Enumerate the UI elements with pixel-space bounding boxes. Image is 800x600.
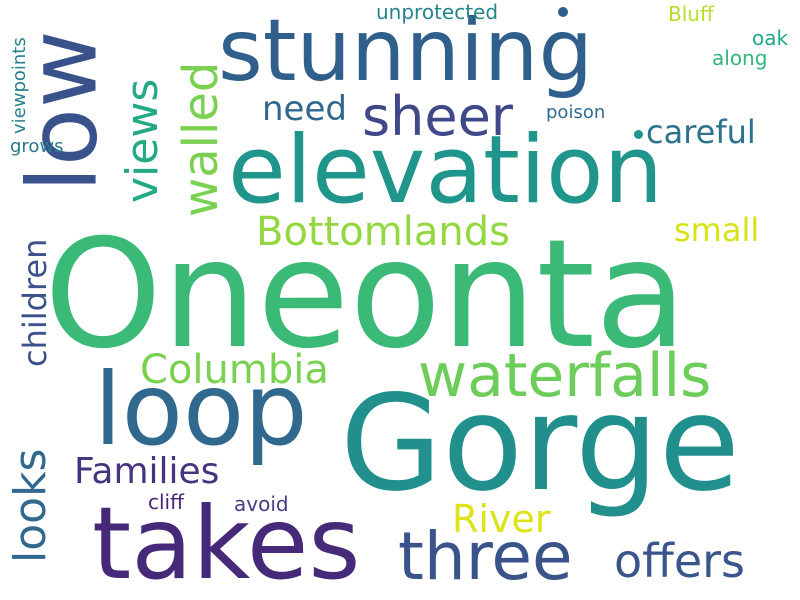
word-oneonta: Oneonta: [44, 208, 687, 382]
word-elevation: elevation: [228, 116, 664, 225]
dot-right: [634, 130, 643, 139]
word-stunning: stunning: [218, 1, 594, 101]
word-unprotected: unprotected: [376, 0, 499, 24]
word-offers: offers: [614, 534, 746, 588]
word-children: children: [16, 238, 54, 367]
word-river: River: [452, 497, 551, 541]
word-families: Families: [74, 451, 220, 492]
word-sheer: sheer: [362, 85, 514, 148]
word-gorge: Gorge: [340, 367, 740, 521]
word-bottomlands: Bottomlands: [256, 209, 510, 255]
word-small: small: [674, 211, 760, 249]
word-along: along: [712, 46, 768, 70]
word-views: views: [117, 78, 168, 203]
word-poison: poison: [546, 102, 606, 123]
word-looks: looks: [5, 448, 56, 563]
word-walled: walled: [173, 61, 229, 217]
word-need: need: [262, 89, 347, 129]
dot-top: [558, 7, 568, 17]
word-oak: oak: [752, 26, 789, 50]
word-three: three: [398, 518, 573, 595]
word-grows: grows: [10, 136, 64, 157]
word-viewpoints: viewpoints: [9, 37, 30, 134]
word-avoid: avoid: [234, 492, 289, 516]
word-low: low: [8, 30, 119, 193]
word-takes: takes: [92, 485, 361, 600]
word-bluff: Bluff: [668, 2, 714, 26]
word-careful: careful: [646, 113, 756, 151]
word-waterfalls: waterfalls: [418, 341, 712, 411]
word-columbia: Columbia: [140, 347, 329, 393]
word-loop: loop: [94, 351, 308, 468]
word-cliff: cliff: [148, 490, 184, 514]
